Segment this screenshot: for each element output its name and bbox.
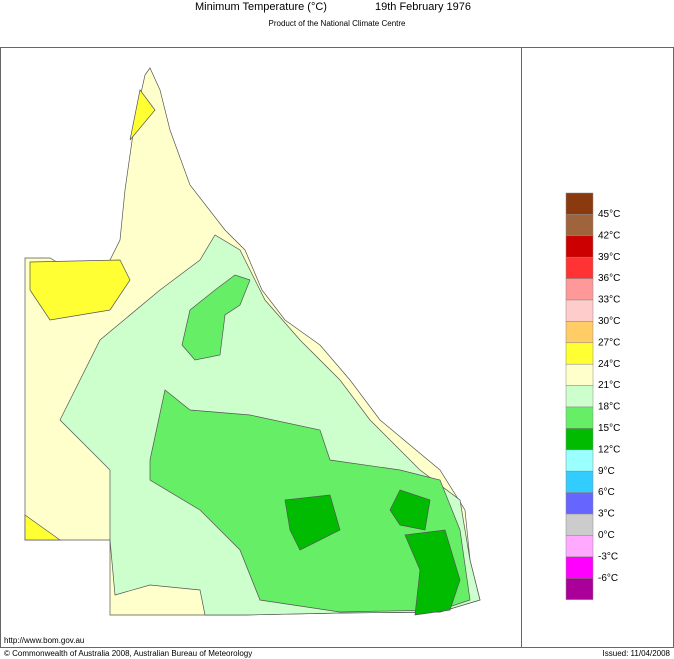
legend-swatch bbox=[565, 278, 594, 301]
legend-swatch bbox=[565, 449, 594, 472]
subtitle: Product of the National Climate Centre bbox=[269, 19, 407, 28]
zone-12-15-b bbox=[389, 489, 431, 531]
legend-swatch bbox=[565, 556, 594, 579]
legend-swatch bbox=[565, 342, 594, 365]
legend-swatch bbox=[565, 577, 594, 600]
legend-label: 15°C bbox=[598, 423, 620, 434]
legend-swatch bbox=[565, 321, 594, 344]
zone-24-27-gulf bbox=[29, 259, 131, 321]
queensland-map bbox=[24, 67, 481, 616]
legend-swatch bbox=[565, 214, 594, 237]
url: http://www.bom.gov.au bbox=[4, 636, 84, 645]
legend-label: 27°C bbox=[598, 337, 620, 348]
zone-24-27-cape bbox=[129, 89, 156, 141]
legend-label: 12°C bbox=[598, 444, 620, 455]
legend-swatch bbox=[565, 492, 594, 515]
legend-swatch bbox=[565, 513, 594, 536]
legend-label: 33°C bbox=[598, 295, 620, 306]
zone-12-15-c bbox=[404, 529, 461, 616]
legend-swatch bbox=[565, 385, 594, 408]
date: 19th February 1976 bbox=[375, 1, 471, 13]
legend-swatch bbox=[565, 428, 594, 451]
legend-label: 3°C bbox=[598, 509, 615, 520]
copyright: © Commonwealth of Australia 2008, Austra… bbox=[4, 649, 252, 658]
legend-label: 45°C bbox=[598, 209, 620, 220]
zone-24-27-southwest bbox=[24, 514, 62, 541]
zone-12-15-a bbox=[284, 494, 341, 551]
legend-label: 6°C bbox=[598, 487, 615, 498]
legend-swatch bbox=[565, 192, 594, 215]
legend-label: 18°C bbox=[598, 402, 620, 413]
legend-label: -6°C bbox=[598, 573, 618, 584]
legend-label: 21°C bbox=[598, 380, 620, 391]
title: Minimum Temperature (°C) bbox=[195, 1, 327, 13]
legend-label: 36°C bbox=[598, 273, 620, 284]
legend-swatch bbox=[565, 470, 594, 493]
legend-label: 39°C bbox=[598, 252, 620, 263]
issued: Issued: 11/04/2008 bbox=[603, 649, 671, 658]
legend-label: 30°C bbox=[598, 316, 620, 327]
zone-15-18-north bbox=[181, 274, 251, 361]
legend-swatch bbox=[565, 406, 594, 429]
legend-swatch bbox=[565, 299, 594, 322]
legend: 45°C 42°C 39°C 36°C 33°C 30°C 27°C 24°C 21°C 18°C… bbox=[565, 192, 620, 600]
legend-swatch bbox=[565, 363, 594, 386]
legend-swatch bbox=[565, 535, 594, 558]
legend-label: 0°C bbox=[598, 530, 615, 541]
legend-swatch bbox=[565, 235, 594, 258]
legend-label: 9°C bbox=[598, 466, 615, 477]
legend-label: 24°C bbox=[598, 359, 620, 370]
legend-label: 42°C bbox=[598, 230, 620, 241]
legend-label: -3°C bbox=[598, 551, 618, 562]
legend-swatch bbox=[565, 256, 594, 279]
